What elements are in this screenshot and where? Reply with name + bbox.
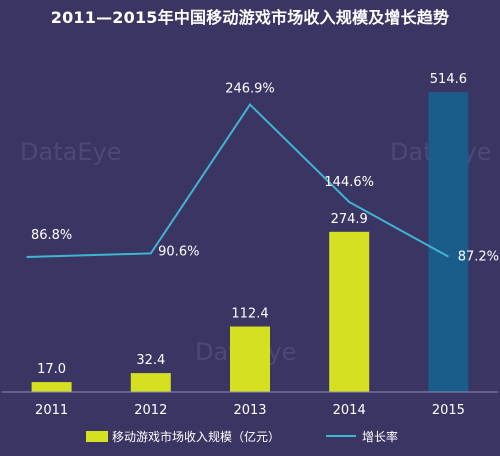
bar-value-label-2013: 112.4 [231, 306, 268, 321]
watermark-text: DataEye [20, 138, 121, 166]
legend-swatch-bar [86, 431, 108, 442]
x-tick-label-2011: 2011 [35, 403, 68, 418]
bar-2012 [130, 373, 171, 392]
bar-value-label-2011: 17.0 [37, 362, 66, 377]
rate-label-2014: 144.6% [324, 175, 374, 190]
bar-2011 [31, 382, 72, 392]
x-tick-label-2012: 2012 [134, 403, 167, 418]
bar-2014 [329, 231, 370, 392]
bar-value-label-2012: 32.4 [136, 353, 165, 368]
bar-value-label-2014: 274.9 [331, 212, 368, 227]
growth-rate-line [26, 102, 449, 258]
rate-label-2012: 90.6% [158, 244, 199, 259]
bar-2013 [230, 326, 270, 392]
chart-title: 2011—2015年中国移动游戏市场收入规模及增长趋势 [50, 8, 450, 27]
x-tick-label-2013: 2013 [233, 403, 266, 418]
legend-label-line: 增长率 [362, 429, 398, 444]
legend-label-bar: 移动游戏市场收入规模（亿元） [112, 429, 280, 444]
rate-label-2011: 86.8% [31, 228, 72, 243]
x-tick-label-2015: 2015 [432, 403, 465, 418]
rate-label-2015: 87.2% [458, 250, 499, 265]
bar-2015 [428, 92, 469, 392]
bar-value-label-2015: 514.6 [430, 72, 467, 87]
x-tick-label-2014: 2014 [333, 403, 366, 418]
rate-label-2013: 246.9% [225, 82, 275, 97]
